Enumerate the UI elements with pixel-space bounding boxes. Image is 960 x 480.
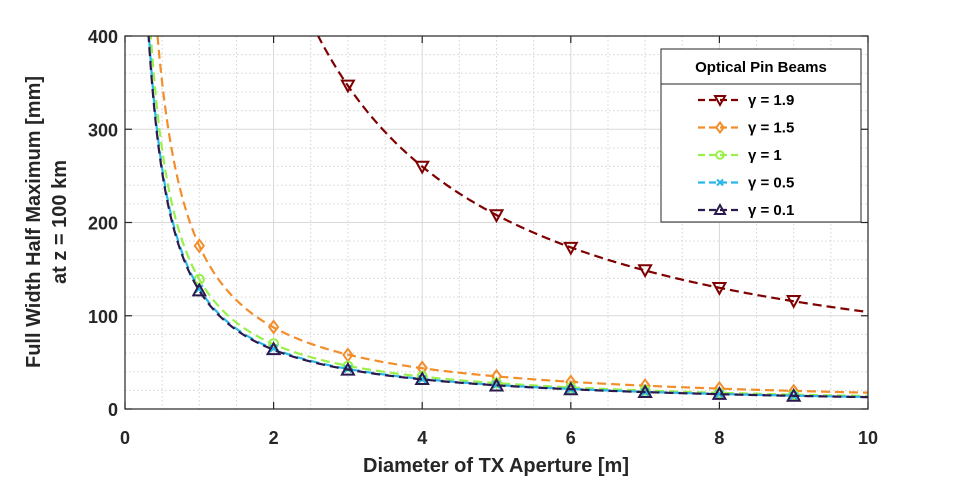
y-tick-label: 200 (88, 214, 118, 234)
marker-diamond (490, 368, 503, 385)
x-tick-label: 2 (269, 428, 279, 448)
marker-triangle-down (563, 241, 579, 256)
marker-triangle-down (786, 295, 802, 309)
marker-triangle-up (637, 384, 653, 399)
marker-triangle-up (414, 371, 430, 385)
y-tick-label: 100 (88, 307, 118, 327)
marker-diamond (267, 319, 280, 335)
marker-diamond (193, 238, 206, 254)
legend-entry: γ = 0.5 (698, 175, 794, 192)
y-tick-label: 0 (108, 400, 118, 420)
series-curve (149, 36, 868, 398)
marker-triangle-down (340, 79, 356, 94)
marker-triangle-down (488, 209, 505, 224)
legend: Optical Pin Beams γ = 1.9γ = 1.5γ = 1γ =… (660, 48, 862, 223)
series-0-1 (147, 36, 868, 402)
marker-x-stroke (716, 178, 724, 187)
legend-label: γ = 0.5 (748, 175, 794, 192)
marker-triangle-up (786, 387, 802, 402)
x-tick-label: 6 (566, 428, 576, 448)
marker-triangle-up (563, 381, 579, 396)
marker-diamond (565, 374, 577, 390)
series-layer (147, 36, 868, 402)
legend-label: γ = 0.1 (748, 202, 794, 219)
series-1-9 (316, 36, 868, 314)
axis-ticks (124, 35, 869, 410)
marker-triangle-up (488, 377, 505, 392)
series-curve (147, 36, 868, 399)
y-tick-label: 300 (88, 120, 118, 140)
legend-label: γ = 1 (748, 147, 782, 164)
legend-title: Optical Pin Beams (695, 59, 827, 76)
x-axis-label: Diameter of TX Aperture [m] (363, 455, 629, 477)
x-tick-label: 4 (417, 428, 427, 448)
y-axis-label-sub: at z = 100 km (49, 160, 71, 284)
series-curve (316, 36, 868, 314)
marker-triangle-up (265, 341, 282, 356)
marker-circle (715, 150, 725, 160)
legend-box (660, 48, 862, 223)
marker-triangle-up (713, 202, 727, 215)
marker-triangle-down (713, 95, 727, 108)
x-tick-label: 10 (858, 428, 878, 448)
legend-entry: γ = 0.1 (698, 202, 794, 219)
marker-triangle-up (191, 282, 207, 297)
legend-entry: γ = 1 (698, 147, 782, 164)
legend-label: γ = 1.5 (748, 120, 794, 137)
marker-x (716, 178, 724, 187)
legend-entry: γ = 1.9 (698, 92, 794, 109)
marker-triangle-up (340, 361, 356, 376)
marker-triangle-down (711, 281, 728, 296)
legend-entries: γ = 1.9 γ = 1.5 γ = 1 γ = 0.5 γ = 0.1 (698, 92, 794, 219)
y-axis-label: Full Width Half Maximum [mm] (23, 76, 45, 368)
x-tick-label: 0 (120, 428, 130, 448)
marker-triangle-down (414, 160, 430, 175)
x-tick-label: 8 (714, 428, 724, 448)
marker-x-stroke (194, 284, 204, 294)
marker-triangle-down (637, 264, 653, 279)
legend-entry: γ = 1.5 (698, 120, 794, 137)
marker-triangle-up (711, 386, 728, 400)
legend-label: γ = 1.9 (748, 92, 794, 109)
marker-diamond (715, 120, 725, 135)
y-tick-label: 400 (88, 27, 118, 47)
series-curve (156, 36, 868, 394)
